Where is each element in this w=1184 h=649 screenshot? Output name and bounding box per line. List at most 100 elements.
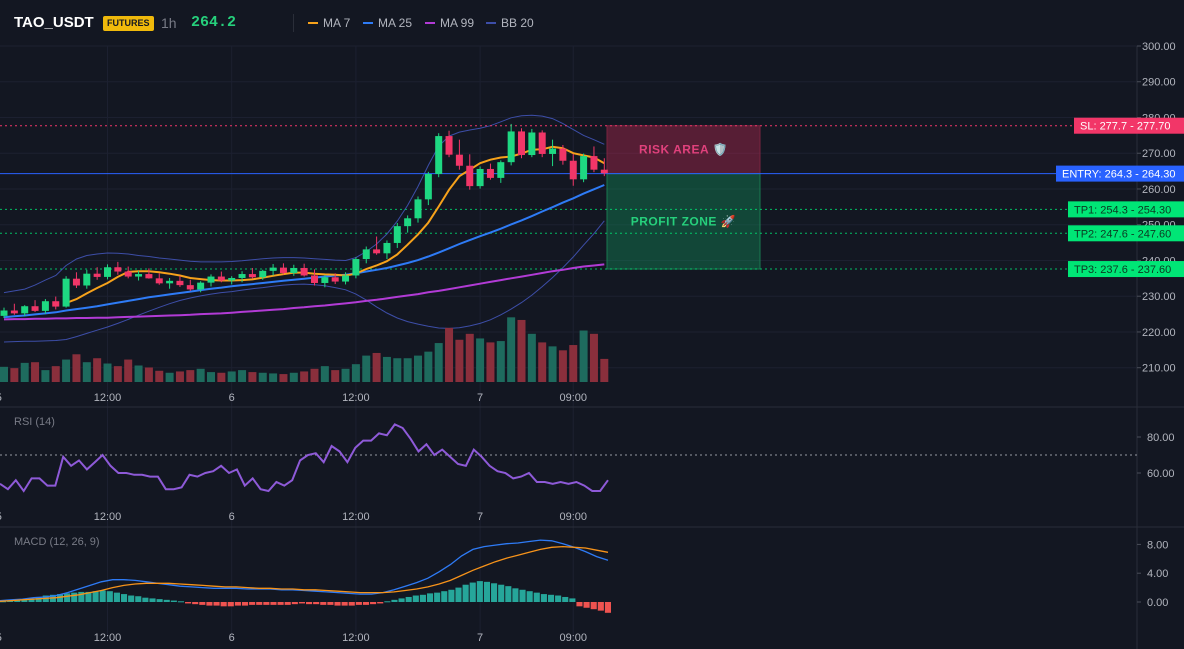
macd-hist-27 — [192, 602, 199, 605]
candle-body-19 — [197, 282, 205, 290]
sl-label: SL: 277.7 - 277.70 — [1080, 121, 1171, 133]
legend-bb20[interactable]: BB 20 — [486, 15, 534, 31]
volume-bar-5 — [51, 366, 60, 382]
candle-body-32 — [331, 277, 339, 282]
macd-hist-62 — [441, 591, 448, 602]
macd-hist-21 — [149, 598, 156, 602]
candle-body-40 — [414, 199, 422, 219]
symbol-name[interactable]: TAO_USDT — [14, 14, 94, 31]
candle-body-38 — [393, 226, 401, 243]
price-tick-label-0: 300.00 — [1142, 41, 1176, 53]
header-divider — [293, 14, 294, 32]
candle-body-51 — [528, 132, 536, 156]
macd-hist-64 — [455, 587, 462, 602]
macd-hist-46 — [327, 602, 334, 605]
candle-body-23 — [238, 274, 246, 278]
candle-body-3 — [31, 306, 39, 311]
legend-ma99[interactable]: MA 99 — [425, 15, 474, 31]
macd-hist-55 — [391, 599, 398, 602]
volume-bar-48 — [496, 341, 505, 382]
macd-hist-54 — [384, 601, 391, 603]
volume-bar-28 — [289, 372, 298, 382]
legend-ma25[interactable]: MA 25 — [363, 15, 412, 31]
time-tick-label-0-1: 12:00 — [94, 392, 122, 404]
macd-hist-3 — [21, 599, 28, 602]
bollinger-bands — [3, 114, 605, 343]
candle-body-8 — [83, 273, 91, 286]
trade-zones: RISK AREA 🛡️ PROFIT ZONE 🚀 — [606, 125, 761, 270]
grid-lines — [0, 45, 1137, 640]
volume-bar-50 — [517, 319, 526, 382]
volume-bar-52 — [538, 342, 547, 382]
macd-hist-82 — [583, 602, 590, 608]
candle-body-22 — [228, 277, 236, 281]
volume-bar-43 — [445, 327, 454, 382]
volume-bar-58 — [600, 358, 609, 382]
macd-hist-57 — [405, 596, 412, 602]
candle-body-28 — [290, 267, 298, 273]
candle-body-1 — [10, 310, 18, 314]
volume-bar-23 — [238, 370, 247, 382]
macd-hist-38 — [270, 602, 277, 605]
candle-body-34 — [352, 259, 360, 276]
ma99-line — [3, 263, 605, 321]
macd-hist-18 — [128, 595, 135, 602]
time-tick-label-2-1: 12:00 — [94, 632, 122, 644]
volume-bar-15 — [155, 370, 164, 382]
moving-averages — [3, 145, 605, 321]
legend-ma7-label: MA 7 — [323, 16, 351, 30]
candle-body-31 — [321, 277, 329, 283]
macd-hist-23 — [163, 599, 170, 602]
volume-bars — [0, 317, 609, 382]
volume-bar-1 — [10, 368, 19, 382]
volume-bar-54 — [558, 350, 567, 382]
macd-hist-41 — [291, 602, 298, 605]
macd-hist-9 — [64, 593, 71, 602]
candle-body-41 — [424, 173, 432, 200]
candlesticks[interactable] — [0, 123, 608, 319]
macd-hist-56 — [398, 598, 405, 602]
time-tick-label-0-2: 6 — [229, 392, 235, 404]
volume-bar-9 — [93, 358, 102, 382]
volume-bar-21 — [217, 372, 226, 382]
price-tick-label-4: 260.00 — [1142, 184, 1176, 196]
candle-body-9 — [93, 273, 101, 277]
tp2-label: TP2: 247.6 - 247.60 — [1074, 228, 1171, 240]
volume-bar-53 — [548, 346, 557, 382]
macd-hist-59 — [419, 594, 426, 602]
macd-hist-20 — [142, 597, 149, 602]
candle-body-46 — [476, 168, 484, 187]
volume-bar-8 — [82, 362, 91, 382]
candle-body-27 — [279, 267, 287, 273]
volume-bar-31 — [320, 366, 329, 382]
macd-hist-75 — [533, 592, 540, 602]
tp1-label-bg — [1068, 201, 1184, 218]
tp2-label-bg — [1068, 225, 1184, 242]
candle-body-15 — [155, 278, 163, 284]
volume-bar-17 — [175, 371, 184, 382]
pane-separators — [0, 406, 1184, 528]
candle-body-14 — [145, 274, 153, 279]
candle-body-47 — [486, 168, 494, 178]
volume-bar-51 — [527, 333, 536, 382]
macd-hist-34 — [241, 602, 249, 606]
legend-ma7[interactable]: MA 7 — [308, 15, 350, 31]
volume-bar-12 — [124, 359, 133, 382]
time-tick-label-1-3: 12:00 — [342, 511, 370, 523]
macd-hist-44 — [313, 602, 320, 605]
timeframe-label[interactable]: 1h — [161, 15, 177, 31]
macd-hist-53 — [377, 602, 384, 604]
macd-line — [0, 539, 609, 602]
volume-bar-33 — [341, 368, 350, 382]
candle-body-20 — [207, 276, 215, 283]
macd-tick-label-0: 8.00 — [1147, 539, 1168, 551]
tp1-label: TP1: 254.3 - 254.30 — [1074, 204, 1171, 216]
price-tick-label-7: 230.00 — [1142, 291, 1176, 303]
macd-hist-24 — [170, 600, 177, 602]
tp3-label: TP3: 237.6 - 237.60 — [1074, 264, 1171, 276]
macd-hist-48 — [341, 602, 348, 606]
volume-bar-2 — [20, 362, 29, 382]
macd-hist-29 — [206, 602, 213, 606]
volume-bar-10 — [103, 363, 112, 382]
